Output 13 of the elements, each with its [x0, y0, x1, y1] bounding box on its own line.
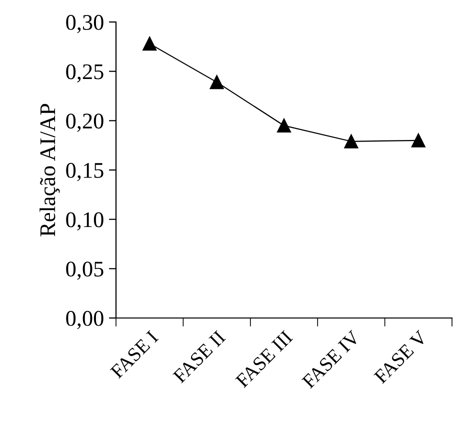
y-tick-label: 0,05	[66, 262, 104, 280]
y-tick-label: 0,25	[66, 64, 104, 82]
point	[142, 36, 157, 51]
y-tick-label: 0,15	[66, 162, 104, 182]
y-tick-label: 0,30	[66, 14, 104, 34]
y-tick-label: 0,00	[66, 310, 104, 330]
y-tick-label: 0,10	[66, 212, 104, 230]
point	[344, 134, 358, 148]
y-axis-title: Relação AI/AP	[40, 104, 60, 236]
point	[210, 75, 224, 90]
point	[411, 133, 426, 148]
y-tick-label: 0,20	[66, 114, 104, 132]
point	[277, 118, 291, 133]
